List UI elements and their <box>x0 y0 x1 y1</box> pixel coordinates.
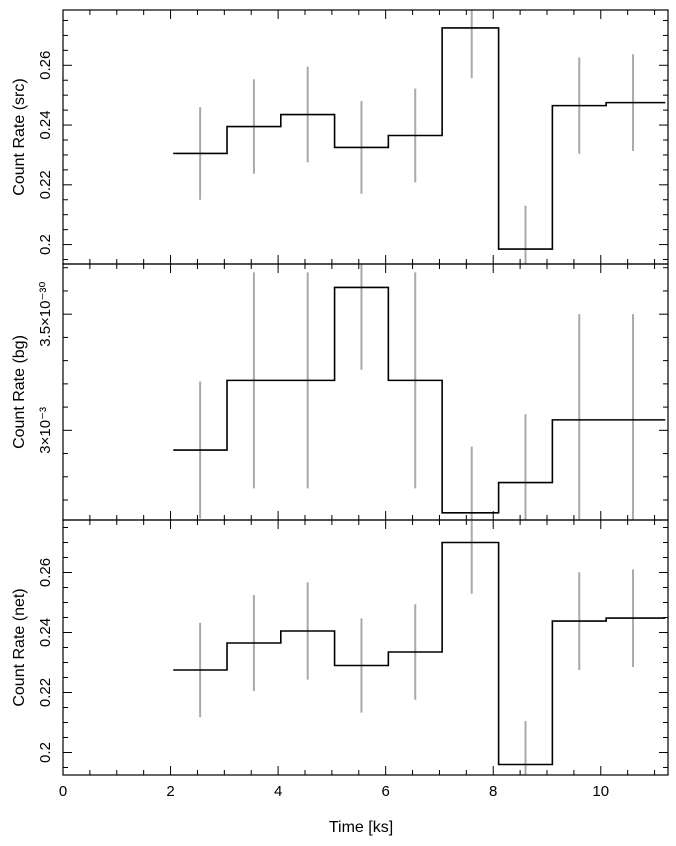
y-tick-label: 0.22 <box>37 678 54 707</box>
panel-1: 3×10⁻³ 3.5×10⁻³⁰ Count Rate (bg) <box>11 263 669 521</box>
y-tick-label: 0.22 <box>37 170 54 199</box>
x-tick-label: 8 <box>489 783 497 800</box>
panel-frame <box>62 9 669 265</box>
y-tick-label: 0.2 <box>37 234 54 255</box>
x-axis-label: Time [ks] <box>329 819 393 836</box>
panel-2: 0.2 0.22 0.24 0.26 Count Rate (net) <box>11 519 669 776</box>
y-axis-label: Count Rate (bg) <box>11 335 28 449</box>
panel-frame <box>62 519 669 776</box>
x-tick-label: 4 <box>274 783 282 800</box>
y-tick-label: 0.26 <box>37 51 54 80</box>
panels: 0.2 0.22 0.24 0.26 Count Rate (src) 3×10⁻³ 3.5… <box>11 9 669 776</box>
y-tick-label: 3×10⁻³ <box>37 407 54 454</box>
step-series <box>173 541 666 766</box>
x-tick-label: 10 <box>592 783 609 800</box>
panel-0: 0.2 0.22 0.24 0.26 Count Rate (src) <box>11 9 669 265</box>
x-tick-label: 0 <box>59 783 67 800</box>
step-series <box>173 286 666 514</box>
y-tick-label: 0.24 <box>37 110 54 139</box>
x-tick-label: 2 <box>166 783 174 800</box>
panel-frame <box>62 263 669 521</box>
y-axis-label: Count Rate (src) <box>11 78 28 195</box>
step-series <box>173 27 666 250</box>
x-tick-labels: 0 2 4 6 8 10 <box>59 783 609 800</box>
y-tick-label: 0.24 <box>37 618 54 647</box>
y-axis-label: Count Rate (net) <box>11 588 28 706</box>
x-tick-label: 6 <box>381 783 389 800</box>
y-tick-label: 0.2 <box>37 742 54 763</box>
y-tick-label: 3.5×10⁻³⁰ <box>37 282 54 347</box>
y-tick-label: 0.26 <box>37 558 54 587</box>
